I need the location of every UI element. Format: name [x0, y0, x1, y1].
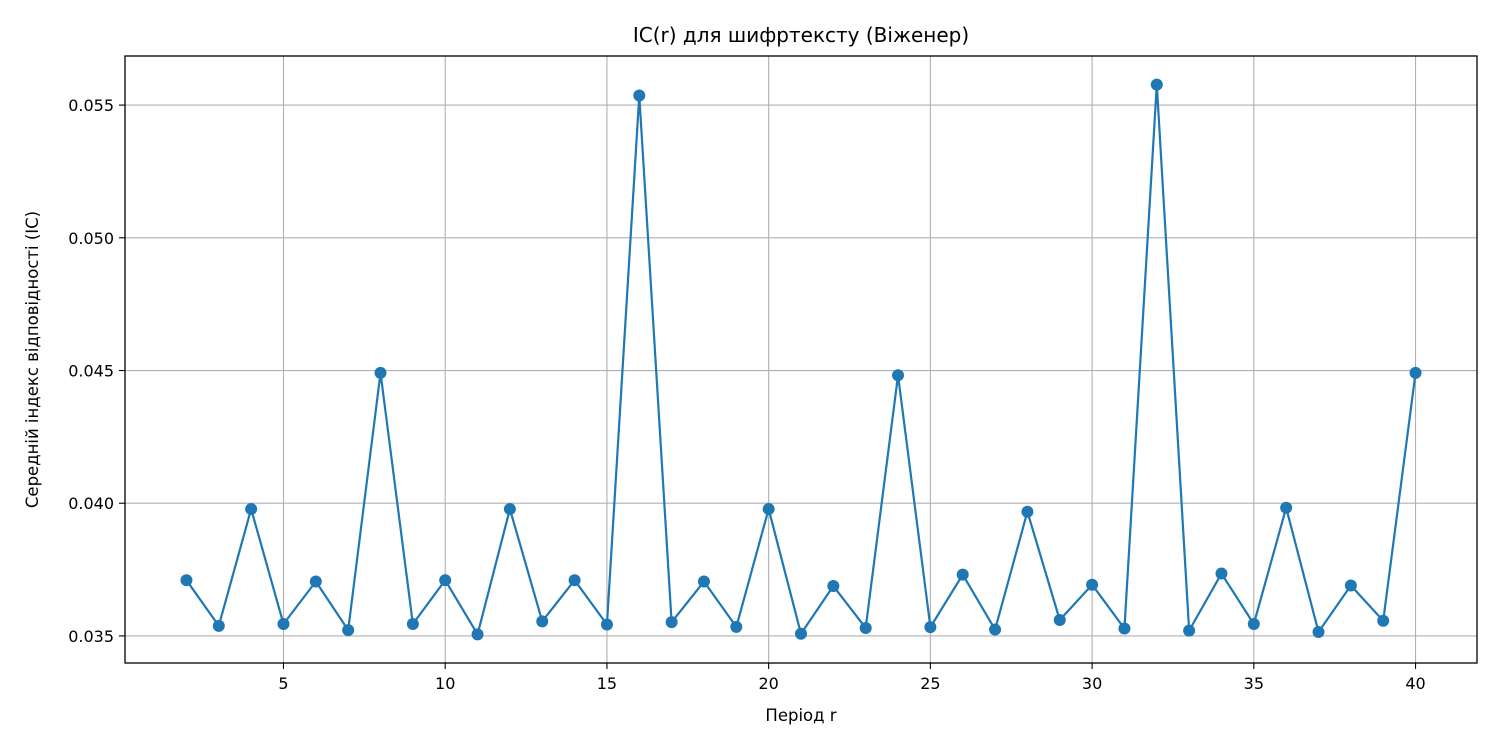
data-point: [1215, 567, 1228, 580]
data-point: [956, 568, 969, 581]
data-point: [1344, 579, 1357, 592]
data-point: [212, 619, 225, 632]
data-point: [471, 628, 484, 641]
x-tick-label: 10: [435, 674, 455, 693]
y-tick-label: 0.050: [68, 229, 114, 248]
data-point: [762, 503, 775, 516]
y-tick-label: 0.055: [68, 96, 114, 115]
data-point: [180, 574, 193, 587]
x-tick-label: 40: [1405, 674, 1425, 693]
data-point: [406, 617, 419, 630]
x-tick-label: 5: [278, 674, 288, 693]
y-tick-label: 0.045: [68, 362, 114, 381]
data-point: [697, 575, 710, 588]
data-point: [1377, 614, 1390, 627]
data-point: [665, 616, 678, 629]
data-point: [503, 503, 516, 516]
axis-ticks: 5 10 15 20 25 30 35 40 0.035 0.040 0.045 0.050 0.055: [68, 96, 1426, 693]
data-point: [633, 89, 646, 102]
x-tick-label: 35: [1244, 674, 1264, 693]
data-point: [1183, 624, 1196, 637]
data-series: [180, 78, 1422, 641]
data-point: [795, 627, 807, 640]
data-point: [1409, 366, 1422, 379]
data-point: [1280, 501, 1293, 514]
data-point: [1150, 78, 1163, 91]
x-axis-title: Період r: [765, 706, 836, 725]
data-point: [245, 503, 258, 516]
data-point: [1021, 505, 1034, 518]
data-point: [892, 369, 905, 382]
x-tick-label: 15: [597, 674, 617, 693]
data-point: [989, 623, 1002, 636]
data-point: [568, 574, 581, 587]
y-tick-label: 0.035: [68, 627, 114, 646]
data-point: [1247, 617, 1260, 630]
data-point: [827, 580, 840, 593]
data-point: [342, 624, 355, 637]
plot-frame: [124, 55, 1478, 664]
data-point: [859, 621, 872, 634]
x-tick-label: 20: [758, 674, 778, 693]
y-axis-title: Середній індекс відповідності (IC): [23, 211, 42, 508]
data-point: [536, 615, 549, 628]
data-point: [924, 621, 937, 634]
x-tick-label: 30: [1082, 674, 1102, 693]
x-tick-label: 25: [920, 674, 940, 693]
data-point: [309, 575, 322, 588]
data-point: [1118, 622, 1131, 635]
data-point: [1312, 625, 1325, 638]
data-point: [730, 620, 743, 633]
data-point: [1086, 578, 1099, 591]
data-point: [600, 618, 613, 631]
data-point: [1053, 614, 1066, 627]
y-tick-label: 0.040: [68, 494, 114, 513]
data-point: [374, 366, 387, 379]
data-point: [439, 574, 452, 587]
data-point: [277, 617, 290, 630]
chart-title: IC(r) для шифртексту (Віженер): [633, 23, 969, 47]
